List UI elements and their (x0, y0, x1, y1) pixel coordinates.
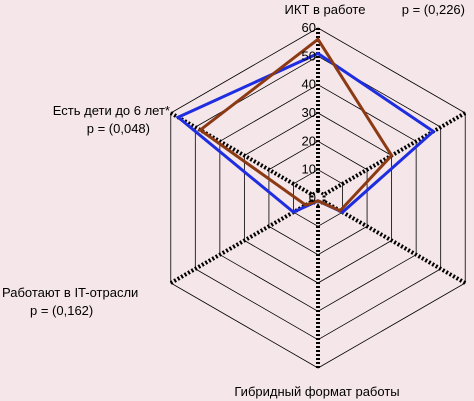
axis-layer (169, 28, 467, 368)
grid-ring (219, 84, 417, 312)
series-line-1 (197, 37, 394, 213)
series-layer (175, 37, 436, 214)
axis-label-it-industry: Работают в IT-отрасли (2, 285, 138, 300)
pvalue-ikt: p = (0,226) (402, 2, 465, 17)
axis-spoke (323, 200, 467, 285)
r-tick-label: 0 (309, 190, 316, 205)
tick-label-layer: 0 10 20 30 40 50 60 (302, 20, 316, 205)
axis-spoke (169, 200, 313, 285)
axis-spoke (323, 111, 467, 196)
axis-label-children: Есть дети до 6 лет* (53, 103, 170, 118)
r-tick-label: 20 (302, 133, 316, 148)
pvalue-it-industry: p = (0,162) (30, 303, 93, 318)
grid-ring (194, 55, 442, 341)
r-tick-label: 10 (302, 162, 316, 177)
r-tick-label: 50 (302, 48, 316, 63)
axis-label-hybrid: Гибридный формат работы (234, 384, 399, 399)
grid-ring (170, 27, 466, 369)
grid-layer (170, 27, 466, 369)
pvalue-children: p = (0,048) (87, 121, 150, 136)
axis-spoke (169, 111, 313, 196)
grid-ring (243, 112, 393, 284)
r-tick-label: 40 (302, 77, 316, 92)
r-tick-label: 60 (302, 20, 316, 35)
grid-ring-zero (310, 189, 326, 207)
r-tick-label: 30 (302, 105, 316, 120)
grid-ring (293, 169, 343, 227)
axis-label-ikt: ИКТ в работе (285, 2, 366, 17)
